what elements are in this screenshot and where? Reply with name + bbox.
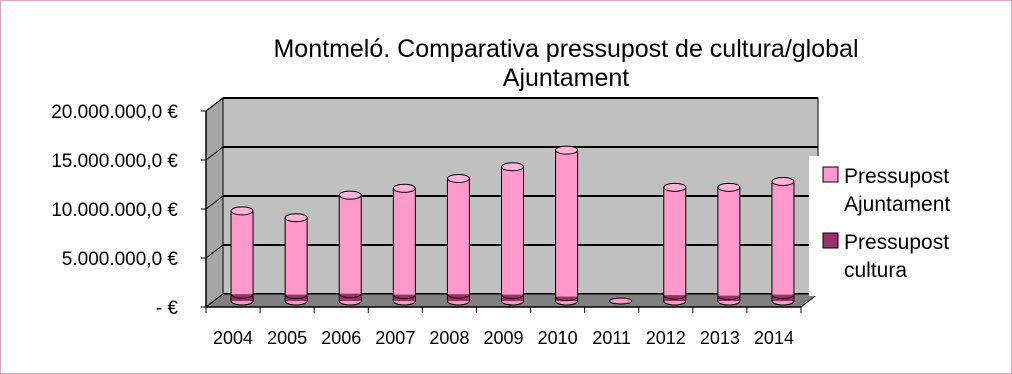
bar-cultura-edge <box>663 294 687 300</box>
bar-cultura <box>393 294 415 301</box>
gridline-side <box>205 146 224 161</box>
legend-box <box>809 156 1009 296</box>
bar-ajuntament-body <box>231 210 254 301</box>
x-tick-label: 2007 <box>375 328 415 348</box>
legend-label: Pressupost <box>844 165 949 188</box>
chart-title-line2: Ajuntament <box>503 64 630 92</box>
bar-cultura-edge <box>771 294 795 300</box>
y-tick-label: 15.000.000,0 € <box>51 151 178 172</box>
bar-ajuntament-top <box>555 145 579 155</box>
bar-ajuntament-top <box>663 182 687 192</box>
x-tick-label: 2010 <box>538 328 578 348</box>
bar-ajuntament-body <box>771 181 794 301</box>
bar-ajuntament-body <box>339 195 362 301</box>
labels: 20.000.000,0 € 15.000.000,0 € 10.000.000,0… <box>51 35 858 348</box>
bar-cultura-edge <box>555 296 579 302</box>
x-tick-label: 2014 <box>754 328 794 348</box>
bar-ajuntament-top <box>717 182 741 192</box>
bar-ajuntament-top <box>771 176 795 186</box>
bar-bottom-edge <box>663 300 687 306</box>
bars <box>230 145 795 306</box>
bar-cultura <box>285 294 307 301</box>
bar-empty <box>609 297 633 305</box>
y-tick-label: 10.000.000,0 € <box>51 200 178 221</box>
bar-bottom-edge <box>501 300 524 306</box>
bar-cultura-edge <box>501 294 524 300</box>
bar-cultura <box>718 295 740 301</box>
x-tick-label: 2013 <box>700 328 740 348</box>
bar-ajuntament-body <box>663 187 686 301</box>
bar-ajuntament-top <box>230 206 254 216</box>
bar-bottom-edge <box>771 300 795 306</box>
bar-ajuntament-body <box>447 178 470 301</box>
x-tick-label: 2011 <box>592 328 631 348</box>
bar-cultura <box>231 294 253 301</box>
legend-swatch <box>822 166 839 183</box>
bar-ajuntament-top <box>446 174 470 183</box>
bar-ajuntament-body <box>717 187 740 301</box>
gridline-side <box>205 195 224 210</box>
x-tick-label: 2004 <box>213 328 253 348</box>
x-tick-label: 2005 <box>267 328 307 348</box>
legend-label: Pressupost <box>844 231 949 254</box>
gridline-side <box>205 244 224 259</box>
bar-ajuntament-body <box>501 166 524 301</box>
bar-ajuntament-body <box>285 217 308 301</box>
bar-cultura <box>664 295 686 301</box>
bar-bottom-edge <box>338 300 362 306</box>
bar-bottom-edge <box>230 300 254 306</box>
bar-ajuntament-top <box>338 190 362 200</box>
bar-ajuntament-top <box>392 183 416 193</box>
bar-bottom-edge <box>555 300 579 306</box>
bar-bottom-edge <box>392 300 416 306</box>
gridline-side <box>205 97 224 112</box>
bar-cultura-edge <box>284 294 308 300</box>
legend-label: Ajuntament <box>844 193 950 216</box>
x-tick-label: 2008 <box>429 328 469 348</box>
x-tick-label: 2012 <box>646 328 686 348</box>
chart-title-line1: Montmeló. Comparativa pressupost de cult… <box>273 35 858 63</box>
bar-cultura <box>556 296 578 301</box>
bar-cultura <box>447 294 469 301</box>
bar-cultura-edge <box>446 293 470 299</box>
bar-bottom-edge <box>284 300 308 306</box>
bar-bottom-edge <box>446 300 470 306</box>
bar-ajuntament-top <box>284 213 308 223</box>
bar-cultura-edge <box>392 294 416 300</box>
bar-ajuntament-body <box>555 150 578 301</box>
legend-swatch <box>822 232 839 249</box>
bar-cultura <box>502 294 523 301</box>
bar-cultura-edge <box>717 295 741 301</box>
bar-ajuntament-body <box>393 188 416 301</box>
legend-label: cultura <box>844 259 907 282</box>
axes <box>201 110 802 313</box>
bar-bottom-edge <box>717 300 741 306</box>
y-tick-label: - € <box>156 298 179 319</box>
x-tick-label: 2006 <box>321 328 361 348</box>
legend: Pressupost Ajuntament Pressupost cultura <box>809 156 1009 296</box>
y-tick-label: 20.000.000,0 € <box>51 102 178 123</box>
bar-ajuntament-top <box>501 162 524 172</box>
x-tick-label: 2009 <box>483 328 523 348</box>
bar-cultura <box>772 294 794 301</box>
bar-cultura-edge <box>230 293 254 299</box>
bar-cultura-edge <box>338 293 362 299</box>
y-tick-label: 5.000.000,0 € <box>62 249 179 270</box>
